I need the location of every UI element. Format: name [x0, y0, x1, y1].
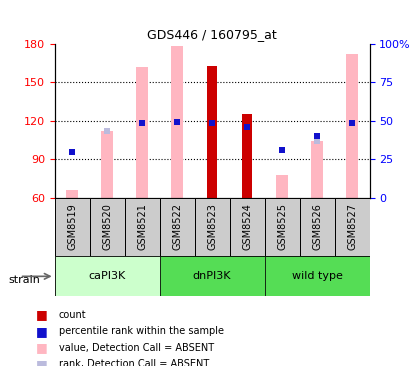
Text: GSM8520: GSM8520 [102, 203, 112, 250]
Text: wild type: wild type [291, 271, 343, 281]
Bar [265, 256, 370, 296]
Text: ■: ■ [36, 308, 48, 321]
Text: caPI3K: caPI3K [89, 271, 126, 281]
Bar [265, 198, 299, 256]
Text: strain: strain [8, 275, 40, 285]
Bar [160, 256, 265, 296]
Bar [346, 54, 358, 198]
Text: value, Detection Call = ABSENT: value, Detection Call = ABSENT [59, 343, 214, 353]
Bar [299, 198, 335, 256]
Bar [55, 256, 160, 296]
Text: percentile rank within the sample: percentile rank within the sample [59, 326, 224, 336]
Bar [160, 198, 194, 256]
Bar [311, 141, 323, 198]
Bar [89, 198, 125, 256]
Text: ■: ■ [36, 358, 48, 366]
Text: GSM8526: GSM8526 [312, 203, 322, 250]
Bar [101, 131, 113, 198]
Text: ■: ■ [36, 341, 48, 354]
Text: rank, Detection Call = ABSENT: rank, Detection Call = ABSENT [59, 359, 209, 366]
Text: dnPI3K: dnPI3K [193, 271, 231, 281]
Bar [171, 46, 183, 198]
Text: ■: ■ [36, 325, 48, 338]
Text: GSM8523: GSM8523 [207, 203, 217, 250]
Title: GDS446 / 160795_at: GDS446 / 160795_at [147, 28, 277, 41]
Bar [242, 114, 252, 198]
Text: GSM8519: GSM8519 [67, 203, 77, 250]
Bar [125, 198, 160, 256]
Text: GSM8525: GSM8525 [277, 203, 287, 250]
Bar [276, 175, 288, 198]
Bar [66, 190, 78, 198]
Bar [230, 198, 265, 256]
Bar [136, 67, 148, 198]
Bar [194, 198, 230, 256]
Text: GSM8527: GSM8527 [347, 203, 357, 250]
Text: GSM8521: GSM8521 [137, 203, 147, 250]
Bar [335, 198, 370, 256]
Text: count: count [59, 310, 87, 320]
Text: GSM8524: GSM8524 [242, 203, 252, 250]
Text: GSM8522: GSM8522 [172, 203, 182, 250]
Bar [207, 66, 218, 198]
Bar [55, 198, 89, 256]
